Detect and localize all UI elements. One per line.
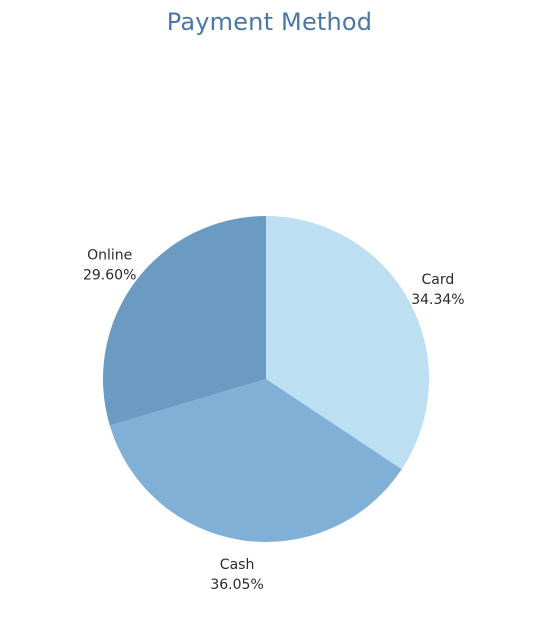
slice-label-card: Card xyxy=(422,272,455,288)
pie-labels: Card 34.34% Cash 36.05% Online 29.60% xyxy=(83,247,465,592)
pie-slices xyxy=(103,216,429,542)
pie-slice-card xyxy=(266,216,429,470)
chart-title: Payment Method xyxy=(166,8,373,36)
pie-slice-online xyxy=(103,216,267,426)
slice-label-cash: Cash xyxy=(220,557,255,573)
slice-value-cash: 36.05% xyxy=(210,577,263,593)
pie-slice-cash xyxy=(109,379,402,542)
slice-value-card: 34.34% xyxy=(411,292,464,308)
slice-label-online: Online xyxy=(87,247,132,263)
slice-value-online: 29.60% xyxy=(83,267,136,283)
